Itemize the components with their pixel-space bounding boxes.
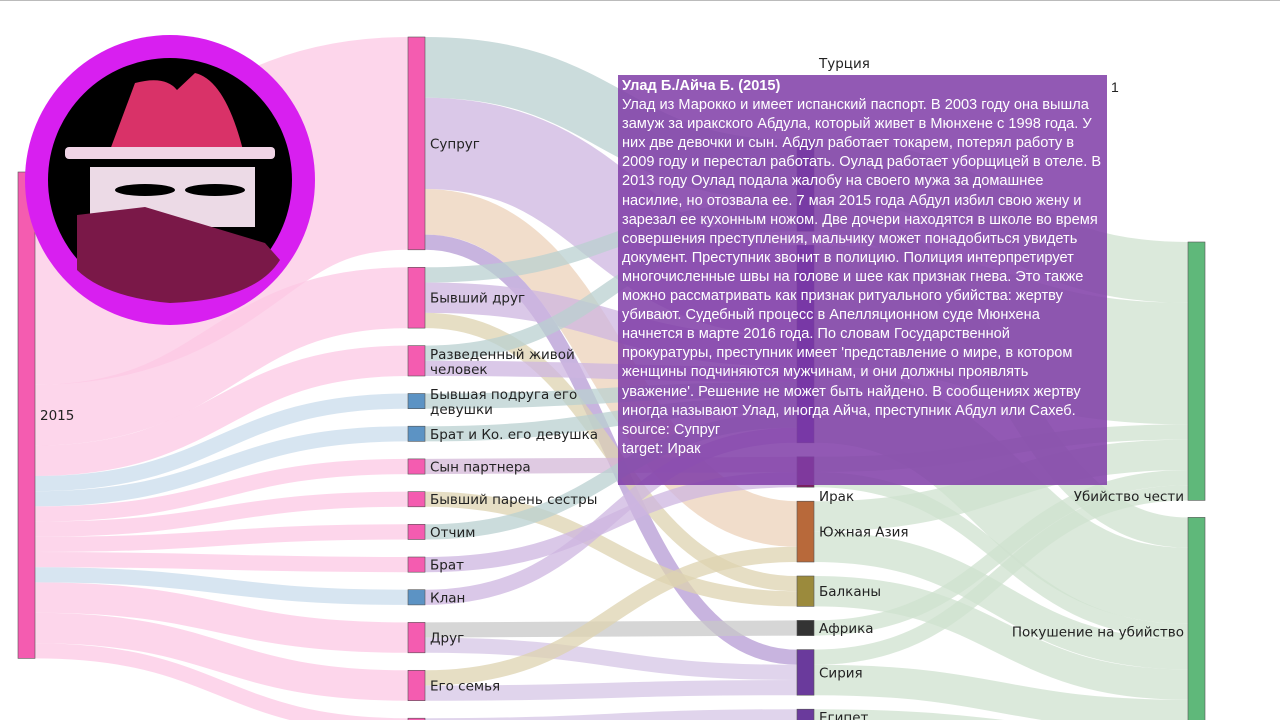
link-2015-brotherco[interactable]	[34, 426, 409, 507]
node-label-syria: Сирия	[819, 665, 863, 681]
link-2015-clan[interactable]	[34, 567, 409, 605]
node-label-exgf: Бывшая подруга его девушки	[430, 387, 577, 418]
node-label-spouse: Супруг	[430, 136, 480, 152]
link-friend-africa[interactable]	[424, 620, 798, 638]
node-label-turkey: Турция	[818, 56, 870, 72]
node-label-iraq: Ирак	[819, 489, 854, 505]
node-label-family: Его семья	[430, 679, 500, 695]
node-sasia[interactable]	[796, 500, 815, 563]
link-friend-syria[interactable]	[424, 637, 798, 680]
node-label-bride: невеста	[430, 719, 487, 720]
link-family-sasia[interactable]	[424, 546, 798, 686]
node-label-honor: Убийство чести	[1074, 489, 1184, 505]
node-brotherco[interactable]	[407, 425, 426, 442]
node-friend[interactable]	[407, 622, 426, 654]
node-exgf[interactable]	[407, 393, 426, 409]
link-2015-exfriend[interactable]	[34, 267, 409, 446]
node-egypt[interactable]	[796, 708, 815, 720]
corner-label: 1	[1111, 79, 1119, 95]
tooltip-target: target: Ирак	[622, 440, 701, 457]
tooltip-title: Улад Б./Айча Б. (2015)	[622, 78, 781, 94]
node-sisterex[interactable]	[407, 491, 426, 508]
node-label-stepfather: Отчим	[430, 525, 475, 541]
nodes: 2015 Супруг Бывший друг Разведенный живой че…	[17, 36, 1206, 720]
link-2015-divorced[interactable]	[34, 345, 409, 476]
node-exfriend[interactable]	[407, 266, 426, 329]
link-sasia-honor[interactable]	[813, 439, 1189, 532]
link-2015-brother[interactable]	[34, 552, 409, 573]
node-family[interactable]	[407, 669, 426, 701]
node-stepfather[interactable]	[407, 523, 426, 540]
link-balkans-attempt[interactable]	[813, 576, 1189, 700]
link-2015-sisterex[interactable]	[34, 491, 409, 537]
tooltip-body: Улад из Марокко и имеет испанский паспор…	[622, 97, 1102, 419]
node-spouse[interactable]	[407, 36, 426, 251]
link-egypt-attempt[interactable]	[813, 709, 1188, 720]
link-sasia-attempt[interactable]	[813, 531, 1189, 670]
node-syria[interactable]	[796, 649, 815, 696]
link-2015-friend[interactable]	[34, 582, 409, 653]
node-label-2015: 2015	[40, 408, 74, 424]
link-sisterex-balkans[interactable]	[424, 491, 798, 607]
link-2015-partnerson[interactable]	[34, 458, 409, 522]
node-label-egypt: Египет	[819, 710, 869, 720]
link-africa-honor[interactable]	[813, 470, 1189, 636]
link-tooltip: Улад Б./Айча Б. (2015) Улад из Марокко и…	[618, 75, 1107, 485]
link-syria-attempt[interactable]	[813, 664, 1189, 720]
node-label-clan: Клан	[430, 590, 465, 606]
node-africa[interactable]	[796, 620, 815, 636]
link-2015-stepfather[interactable]	[34, 524, 409, 552]
tooltip-source: source: Супруг	[622, 421, 721, 438]
node-clan[interactable]	[407, 589, 426, 606]
node-brother[interactable]	[407, 556, 426, 573]
node-balkans[interactable]	[796, 575, 815, 607]
node-bride[interactable]	[407, 717, 426, 720]
node-label-balkans: Балканы	[819, 584, 881, 600]
node-label-friend: Друг	[430, 631, 464, 647]
link-syria-honor[interactable]	[813, 485, 1189, 665]
masked-figure-logo	[25, 35, 315, 325]
node-honor[interactable]	[1187, 241, 1206, 501]
node-label-brotherco: Брат и Ко. его девушка	[430, 427, 598, 443]
node-label-sisterex: Бывший парень сестры	[430, 492, 597, 508]
node-label-exfriend: Бывший друг	[430, 291, 525, 307]
link-family-syria[interactable]	[424, 680, 798, 701]
link-bride-egypt[interactable]	[424, 709, 798, 720]
node-divorced[interactable]	[407, 345, 426, 377]
link-2015-family[interactable]	[34, 612, 409, 701]
node-label-sasia: Южная Азия	[819, 525, 909, 541]
node-attempt[interactable]	[1187, 517, 1206, 720]
node-label-attempt: Покушение на убийство	[1012, 624, 1184, 640]
node-partnerson[interactable]	[407, 458, 426, 475]
link-exfriend-balkans[interactable]	[424, 312, 798, 592]
top-border	[0, 0, 1280, 1]
node-label-brother: Брат	[430, 558, 464, 574]
node-label-partnerson: Сын партнера	[430, 460, 531, 476]
node-label-africa: Африка	[819, 621, 874, 637]
link-2015-exgf[interactable]	[34, 393, 409, 492]
node-label-divorced: Разведенный живой человек	[430, 347, 575, 378]
link-2015-bride[interactable]	[34, 643, 409, 720]
